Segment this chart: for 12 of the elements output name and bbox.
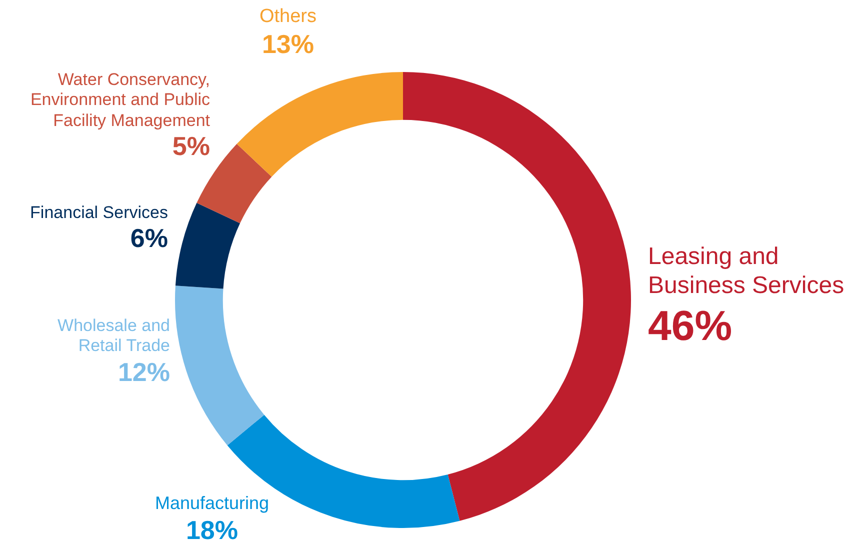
data-label: 18% [184,514,240,546]
slice-label: Manufacturing [154,493,270,515]
slice-label: Wholesale and Retail Trade [56,316,170,357]
data-label: 6% [129,223,168,255]
data-label: 13% [260,28,316,60]
data-label: 46% [648,300,734,351]
slice-label: Water Conservancy, Environment and Public Facility Management [29,70,210,132]
slice-label: Others [258,6,318,29]
slice-label: Leasing and Business Services [648,243,846,301]
data-label: 12% [116,356,170,388]
slice-label: Financial Services [29,203,168,224]
data-label: 5% [171,131,210,162]
